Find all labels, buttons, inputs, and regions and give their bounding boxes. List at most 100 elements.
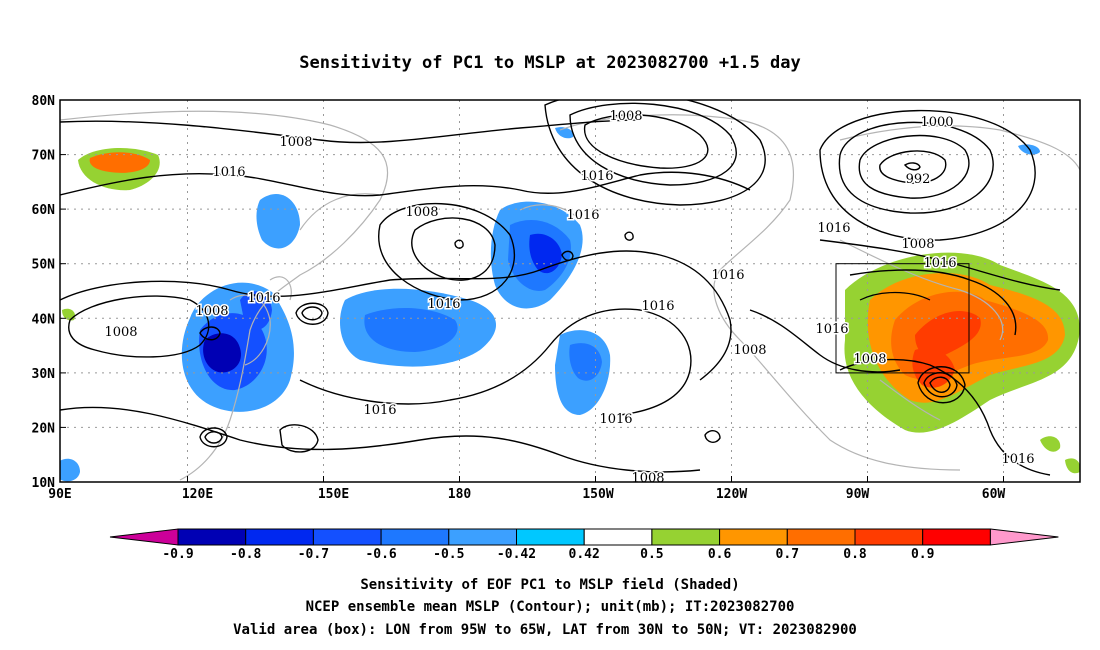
isobar	[411, 217, 496, 281]
contour-label: 1016	[247, 291, 280, 306]
colorbar-tick-label: 0.42	[569, 547, 600, 562]
caption-line: Sensitivity of EOF PC1 to MSLP field (Sh…	[360, 577, 739, 593]
mslp-contours	[60, 100, 1061, 476]
colorbar-high-end	[989, 528, 1059, 546]
contour-label: 1016	[817, 221, 850, 236]
lon-label: 180	[448, 487, 472, 502]
shade-blob	[364, 308, 458, 352]
contour-label: 1016	[711, 268, 744, 283]
isobar	[295, 302, 329, 325]
coastline	[60, 110, 389, 481]
negative-sensitivity-shading	[60, 127, 1040, 482]
colorbar-tick-label: 0.5	[640, 547, 663, 562]
contour-label: 1008	[901, 237, 934, 252]
shade-blob	[569, 343, 602, 381]
contour-label: 1016	[566, 208, 599, 223]
colorbar-tick-label: -0.5	[433, 547, 464, 562]
colorbar-swatch	[651, 528, 721, 546]
lat-label: 30N	[32, 367, 56, 382]
lon-label: 120W	[716, 487, 747, 502]
lon-label: 150E	[318, 487, 349, 502]
lon-label: 120E	[182, 487, 213, 502]
contour-label: 1008	[733, 343, 766, 358]
contour-label: 1008	[195, 304, 228, 319]
shade-blob	[256, 194, 300, 249]
coastline	[839, 239, 1004, 341]
isobar	[923, 372, 958, 398]
colorbar-swatch	[177, 528, 247, 546]
figure-title: Sensitivity of PC1 to MSLP at 2023082700…	[299, 53, 801, 73]
isobar	[819, 109, 1036, 241]
coastline	[839, 125, 1080, 171]
colorbar-tick-label: -0.8	[230, 547, 261, 562]
isobar	[60, 119, 641, 144]
shade-blob	[203, 333, 241, 373]
lat-label: 80N	[32, 94, 56, 109]
contour-label: 1016	[815, 322, 848, 337]
isobar	[299, 308, 692, 416]
isobar	[199, 427, 228, 448]
isobar	[749, 309, 901, 373]
colorbar-swatch	[583, 528, 653, 546]
caption-line: Valid area (box): LON from 95W to 65W, L…	[233, 622, 857, 638]
coastlines	[60, 110, 1080, 481]
caption-line: NCEP ensemble mean MSLP (Contour); unit(…	[306, 599, 795, 615]
contour-label: 1008	[279, 135, 312, 150]
contour-label: 1016	[580, 169, 613, 184]
lat-label: 20N	[32, 421, 56, 436]
coastline	[299, 193, 381, 231]
isobar	[858, 134, 970, 199]
isobar	[903, 162, 921, 171]
shade-blob	[60, 458, 80, 482]
isobar	[929, 376, 951, 393]
coastline	[879, 379, 941, 421]
contour-label: 1016	[599, 412, 632, 427]
lat-label: 70N	[32, 149, 56, 164]
colorbar-swatch	[380, 528, 450, 546]
contour-label: 1016	[923, 256, 956, 271]
colorbar-swatch	[719, 528, 788, 546]
lon-label: 60W	[982, 487, 1006, 502]
colorbar-swatch	[245, 528, 314, 546]
colorbar-low-end	[109, 528, 179, 546]
contour-label: 1000	[920, 115, 953, 130]
contour-label: 1008	[853, 352, 886, 367]
isobar	[569, 102, 737, 186]
contour-label: 992	[906, 172, 931, 187]
lat-label: 40N	[32, 312, 56, 327]
contour-label: 1016	[212, 165, 245, 180]
colorbar-tick-label: 0.9	[911, 547, 934, 562]
contour-label: 1008	[104, 325, 137, 340]
axis-ticks	[59, 99, 1004, 483]
lat-label: 50N	[32, 258, 56, 273]
isobar	[68, 295, 210, 358]
shade-blob	[1040, 436, 1061, 452]
grid-lines	[60, 100, 1080, 482]
shade-blob	[240, 291, 272, 330]
colorbar-tick-label: 0.8	[843, 547, 867, 562]
isobar	[819, 239, 1061, 291]
colorbar-swatch	[854, 528, 924, 546]
isobar	[839, 358, 1051, 476]
lat-label: 60N	[32, 203, 56, 218]
positive-sensitivity-shading	[62, 148, 1080, 474]
contour-label: 1016	[641, 299, 674, 314]
valid-area-box	[835, 263, 970, 374]
contour-label: 1008	[609, 109, 642, 124]
isobar	[279, 424, 319, 453]
isobar	[544, 100, 766, 206]
latitude-labels: 80N 70N 60N 50N 40N 30N 20N 10N	[32, 94, 56, 491]
lon-label: 90E	[48, 487, 71, 502]
contour-label: 1008	[631, 471, 664, 486]
isobar	[454, 239, 464, 249]
lon-label: 90W	[846, 487, 870, 502]
isobar	[849, 269, 1017, 336]
colorbar-swatch	[922, 528, 991, 546]
shade-blob	[915, 311, 981, 358]
isobar	[704, 430, 721, 443]
caption: Sensitivity of EOF PC1 to MSLP field (Sh…	[233, 577, 857, 638]
colorbar-tick-label: -0.9	[162, 547, 193, 562]
shade-blob	[555, 127, 574, 139]
isobar	[60, 406, 701, 473]
isobar	[204, 431, 223, 444]
